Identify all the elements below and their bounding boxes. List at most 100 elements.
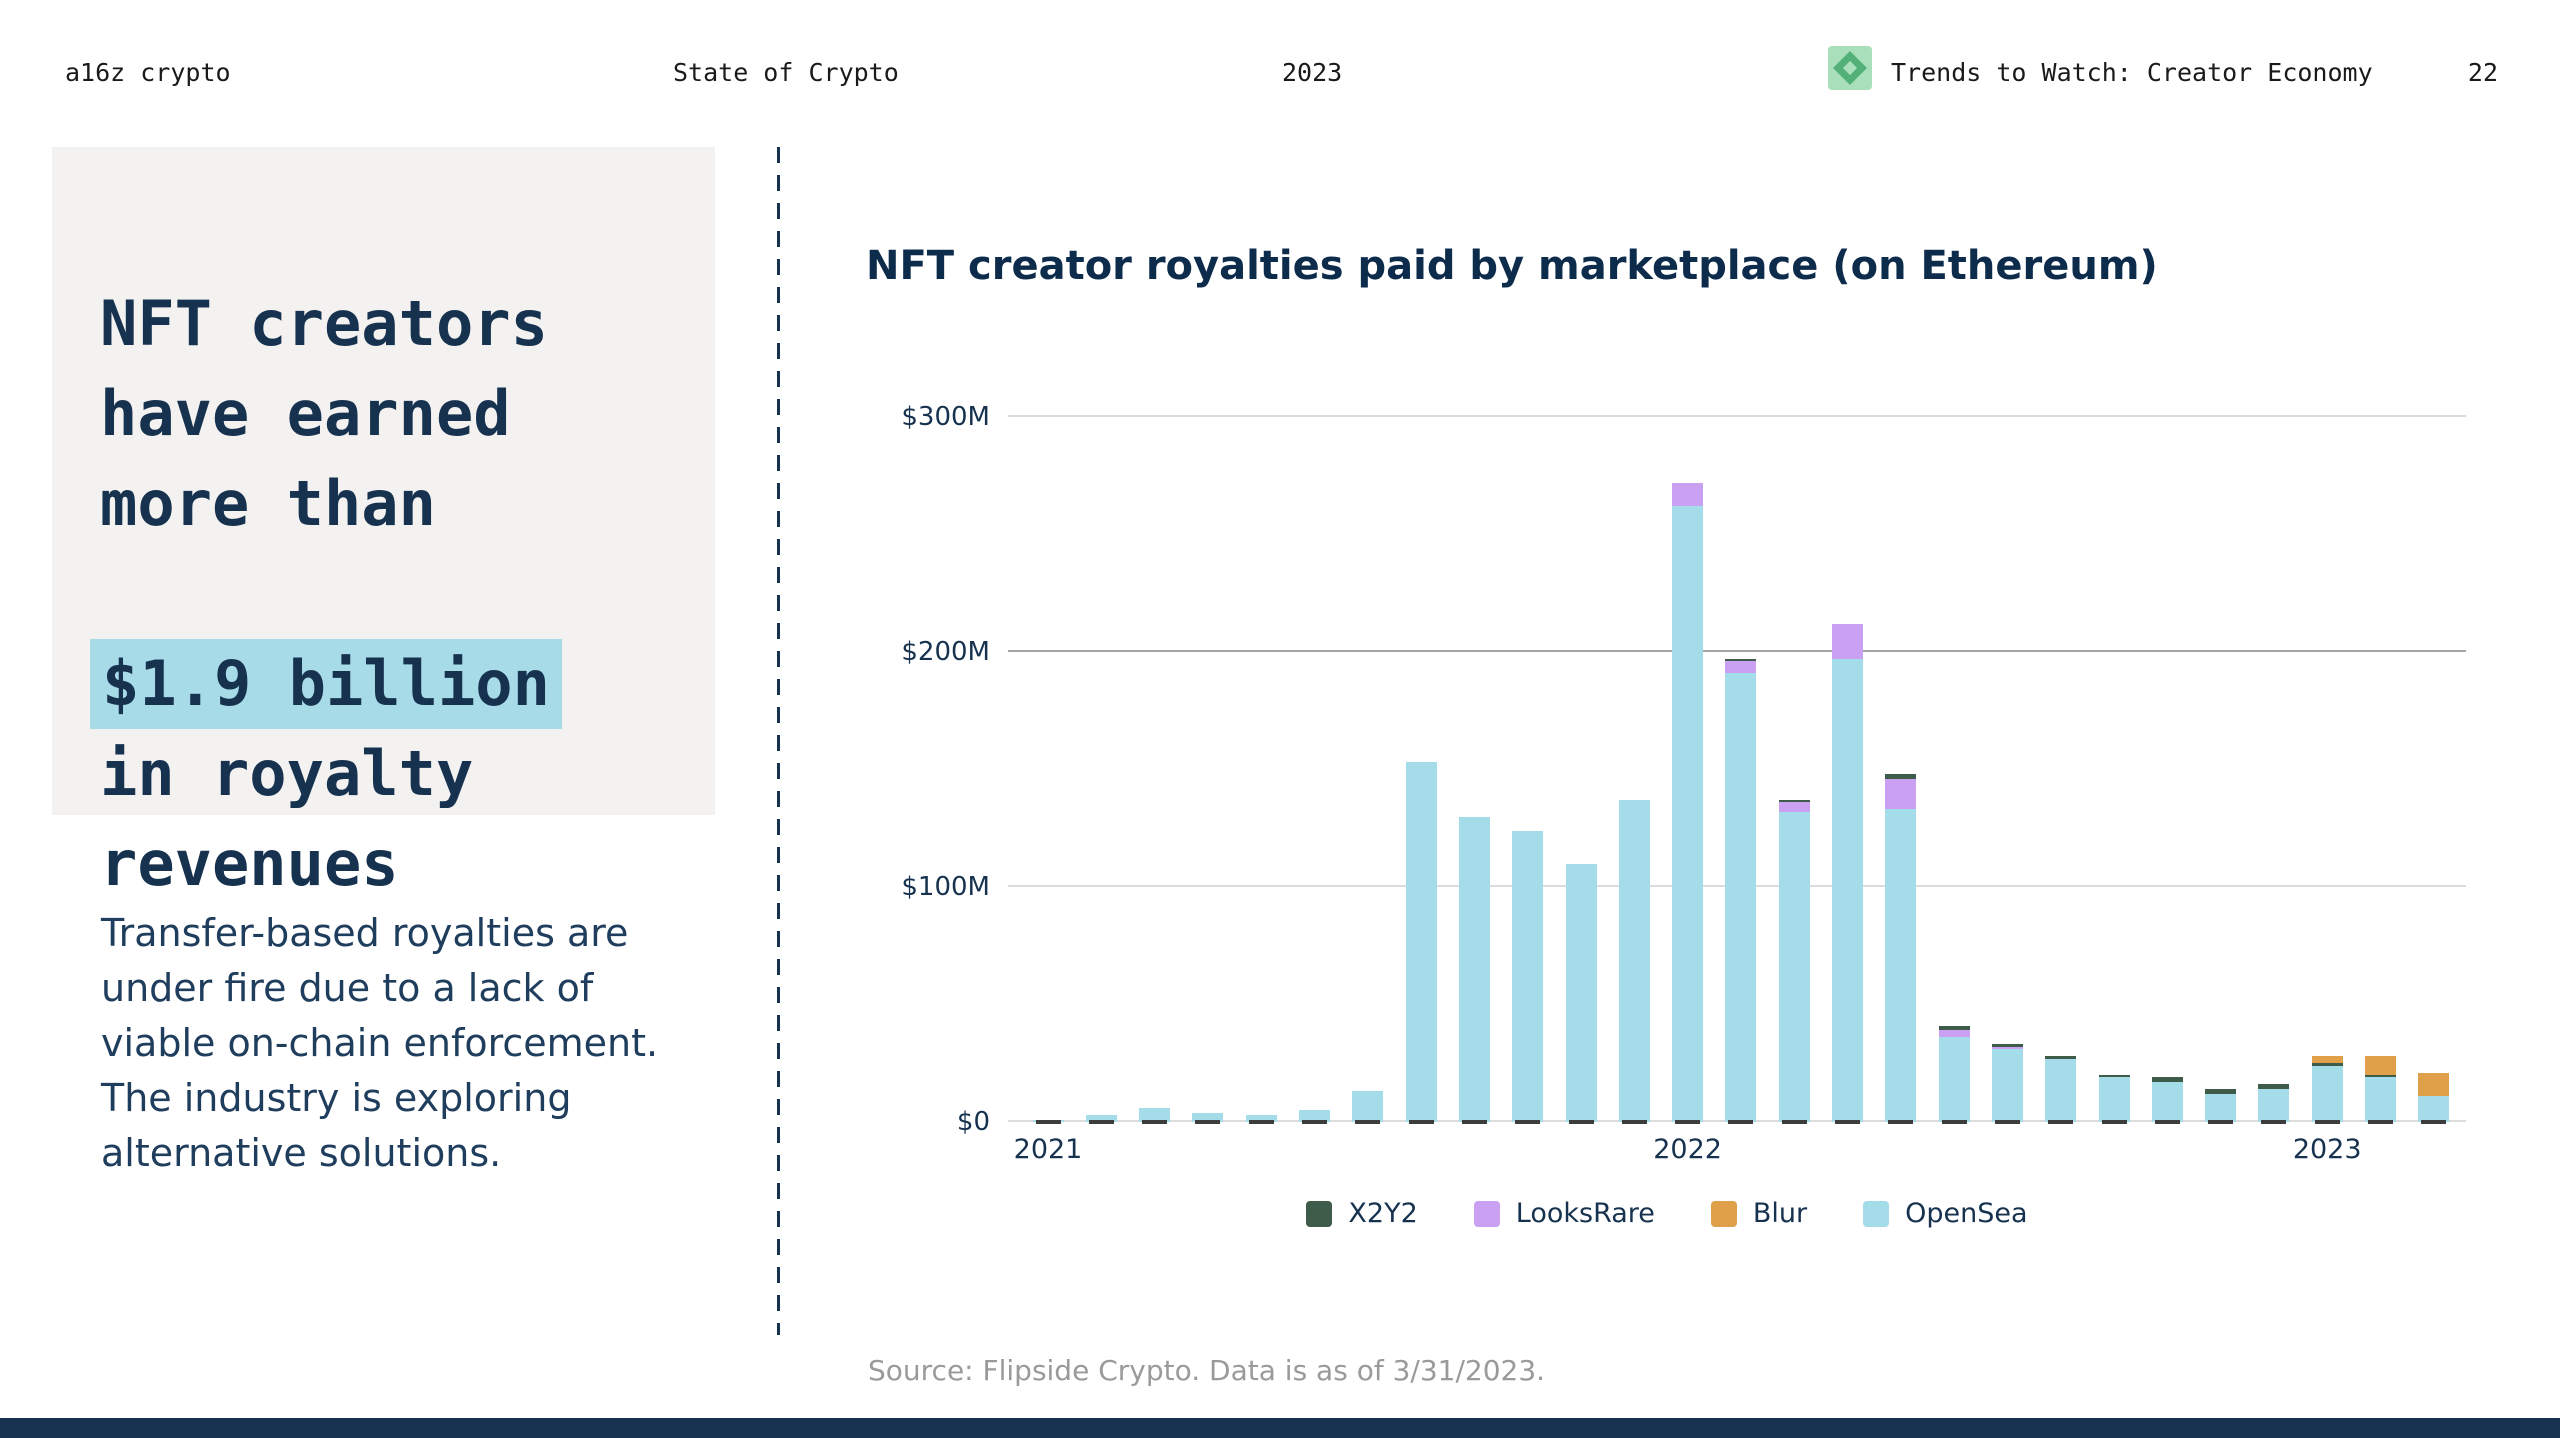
bar-base-tick	[2261, 1120, 2287, 1124]
bar-base-tick	[1195, 1120, 1221, 1124]
bar-segment-opensea	[1139, 1107, 1171, 1122]
bar-segment-opensea	[1085, 1114, 1117, 1122]
bar-segment-x2y2	[1725, 659, 1757, 662]
bar-jul-2021	[1352, 1091, 1384, 1122]
bar-sep-2022	[2098, 1075, 2130, 1122]
bar-base-tick	[2314, 1120, 2340, 1124]
y-axis-tick: $100M	[901, 872, 990, 902]
bar-jul-2022	[1991, 1044, 2023, 1122]
bar-segment-opensea	[1725, 673, 1757, 1122]
bar-base-tick	[1408, 1120, 1434, 1124]
bar-segment-x2y2	[2151, 1077, 2183, 1083]
bar-jan-2023	[2311, 1056, 2343, 1122]
bar-nov-2022	[2205, 1089, 2237, 1122]
x-axis-tick: 2023	[2292, 1134, 2362, 1165]
bar-segment-blur	[2418, 1072, 2450, 1097]
bar-oct-2021	[1512, 830, 1544, 1122]
y-axis-tick: $200M	[901, 637, 990, 667]
bar-jan-2022	[1672, 482, 1704, 1122]
bar-base-tick	[1888, 1120, 1914, 1124]
bar-segment-looksrare	[1672, 482, 1704, 507]
y-axis-tick: $300M	[901, 402, 990, 432]
bar-base-tick	[1621, 1120, 1647, 1124]
bar-base-tick	[1302, 1120, 1327, 1124]
bar-segment-opensea	[2151, 1082, 2183, 1122]
bar-segment-opensea	[1245, 1114, 1277, 1122]
bar-segment-looksrare	[1725, 661, 1757, 674]
bar-segment-opensea	[1405, 762, 1437, 1122]
legend-swatch-x2y2	[1306, 1200, 1333, 1227]
bar-segment-x2y2	[1938, 1025, 1970, 1031]
bar-dec-2021	[1618, 800, 1650, 1122]
bar-segment-opensea	[1192, 1112, 1224, 1122]
bar-feb-2023	[2365, 1056, 2396, 1122]
bar-segment-opensea	[2418, 1096, 2450, 1122]
footer-bar	[0, 1418, 2560, 1438]
gridline-$200M	[1008, 650, 2466, 652]
legend-label-looksrare: LooksRare	[1515, 1198, 1655, 1229]
bar-segment-x2y2	[1778, 800, 1810, 803]
bar-segment-opensea	[1458, 816, 1490, 1122]
legend-label-blur: Blur	[1752, 1198, 1808, 1229]
bar-segment-opensea	[1352, 1091, 1384, 1122]
bar-segment-opensea	[1512, 830, 1544, 1122]
page-number: 22	[2467, 58, 2498, 87]
bar-segment-opensea	[1618, 800, 1650, 1122]
plot-area: 2021 2022 2023	[1008, 400, 2466, 1165]
bar-segment-x2y2	[2258, 1084, 2290, 1090]
headline-panel: NFT creators have earned more than $1.9 …	[52, 147, 715, 900]
bar-segment-opensea	[2365, 1077, 2396, 1122]
bar-segment-x2y2	[2311, 1063, 2343, 1066]
legend-label-opensea: OpenSea	[1905, 1198, 2028, 1229]
bar-apr-2021	[1192, 1112, 1224, 1122]
bar-segment-blur	[2311, 1056, 2343, 1064]
bar-aug-2022	[2045, 1056, 2077, 1122]
bar-base-tick	[1994, 1120, 2020, 1124]
legend-swatch-blur	[1710, 1200, 1737, 1227]
bar-segment-blur	[2365, 1056, 2396, 1076]
y-axis-tick: $0	[956, 1107, 990, 1137]
bar-mar-2023	[2418, 1072, 2450, 1122]
bar-aug-2021	[1405, 762, 1437, 1122]
bar-segment-opensea	[1299, 1110, 1330, 1122]
source-note: Source: Flipside Crypto. Data is as of 3…	[868, 1354, 1546, 1387]
bar-base-tick	[2154, 1120, 2180, 1124]
bar-segment-opensea	[1565, 863, 1597, 1122]
headline-pre: NFT creators have earned more than	[100, 287, 548, 540]
bar-segment-x2y2	[2205, 1089, 2237, 1094]
dashed-divider	[777, 147, 780, 1335]
bar-base-tick	[1568, 1120, 1594, 1124]
headline-highlight: $1.9 billion	[90, 639, 562, 729]
bar-feb-2022	[1725, 659, 1757, 1122]
chart-title: NFT creator royalties paid by marketplac…	[866, 243, 2158, 290]
legend-swatch-opensea	[1863, 1200, 1890, 1227]
bar-segment-looksrare	[1885, 778, 1917, 810]
bar-segment-x2y2	[2045, 1056, 2077, 1059]
chart-legend: X2Y2 LooksRare Blur OpenSea	[938, 1198, 2396, 1229]
x-axis-tick: 2022	[1653, 1134, 1722, 1165]
section-label: Trends to Watch: Creator Economy	[1891, 58, 2373, 87]
body-text: Transfer-based royalties are under fire …	[101, 911, 659, 1175]
bar-base-tick	[2048, 1120, 2074, 1124]
bar-segment-opensea	[1832, 659, 1863, 1122]
bar-segment-opensea	[1885, 809, 1917, 1122]
bar-segment-looksrare	[1778, 802, 1810, 812]
bar-segment-x2y2	[1885, 774, 1917, 779]
bar-base-tick	[1675, 1120, 1701, 1124]
bar-base-tick	[1355, 1120, 1381, 1124]
bar-base-tick	[1248, 1120, 1274, 1124]
bar-segment-opensea	[1938, 1037, 1970, 1122]
creator-economy-logo-icon	[1828, 46, 1872, 90]
bar-mar-2021	[1139, 1107, 1171, 1122]
bar-segment-looksrare	[1832, 623, 1863, 660]
bar-base-tick	[1941, 1120, 1967, 1124]
bar-segment-opensea	[1672, 506, 1704, 1122]
bar-may-2021	[1245, 1114, 1277, 1122]
brand-label: a16z crypto	[65, 58, 231, 87]
legend-label-x2y2: X2Y2	[1348, 1198, 1418, 1229]
bar-base-tick	[2421, 1120, 2447, 1124]
bar-base-tick	[1461, 1120, 1487, 1124]
bar-base-tick	[1088, 1120, 1114, 1124]
bar-base-tick	[1142, 1120, 1168, 1124]
bar-segment-opensea	[2311, 1065, 2343, 1122]
